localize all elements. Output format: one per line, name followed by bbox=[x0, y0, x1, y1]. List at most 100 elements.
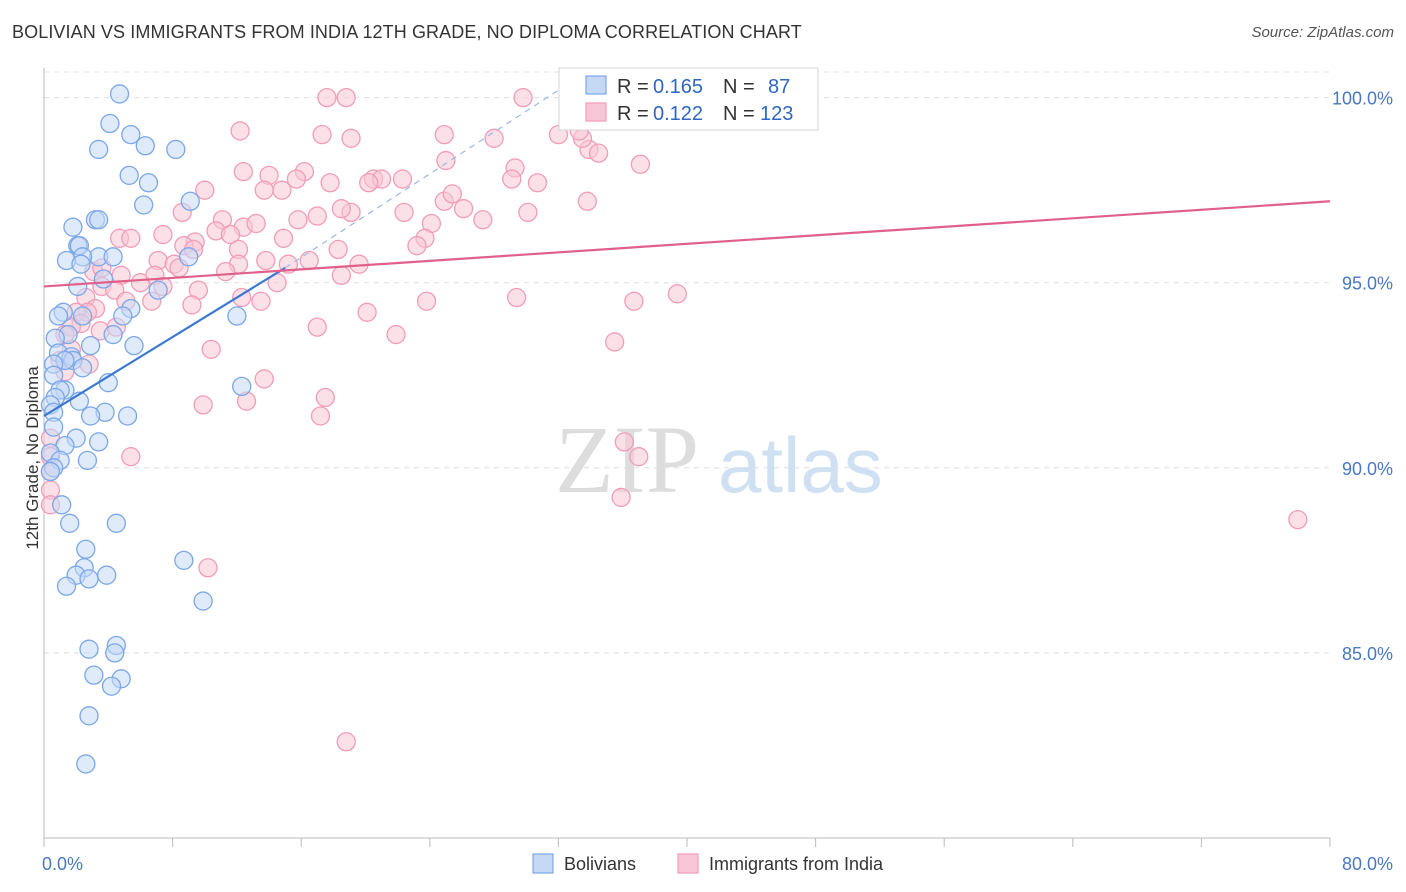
bolivian-point bbox=[119, 165, 139, 186]
bolivian-point bbox=[77, 450, 98, 471]
bolivian-point bbox=[76, 539, 96, 559]
india-point bbox=[220, 224, 241, 245]
legend-n-label-2: N = bbox=[723, 103, 755, 125]
india-point bbox=[307, 206, 327, 226]
bolivian-point bbox=[193, 591, 213, 611]
bottom-legend-swatch-india bbox=[677, 853, 699, 874]
bolivian-point bbox=[174, 550, 194, 571]
india-point bbox=[286, 169, 307, 189]
bolivian-point bbox=[84, 665, 104, 685]
india-point bbox=[272, 180, 292, 200]
india-point bbox=[312, 124, 332, 145]
bolivian-point bbox=[100, 113, 120, 134]
bolivian-points bbox=[40, 84, 252, 774]
india-point bbox=[230, 121, 250, 141]
bolivian-point bbox=[80, 406, 101, 426]
india-point bbox=[193, 395, 213, 415]
india-point bbox=[195, 180, 215, 200]
bolivian-point bbox=[71, 254, 91, 274]
india-point bbox=[453, 199, 474, 219]
legend-n-value-1: 87 bbox=[768, 76, 790, 98]
bolivian-point bbox=[106, 513, 126, 533]
stats-legend: R = 0.165 N = 87 R = 0.122 N = 123 bbox=[558, 67, 819, 131]
chart-title: BOLIVIAN VS IMMIGRANTS FROM INDIA 12TH G… bbox=[12, 22, 802, 42]
india-point bbox=[1288, 509, 1308, 530]
india-point bbox=[273, 228, 294, 248]
india-point bbox=[502, 169, 522, 189]
bolivian-point bbox=[79, 569, 99, 589]
india-point bbox=[629, 447, 649, 467]
bolivian-point bbox=[103, 324, 123, 345]
india-point bbox=[246, 213, 266, 234]
india-point bbox=[153, 224, 173, 245]
bolivian-point bbox=[80, 335, 101, 356]
grid-lines: 100.0% 95.0% 90.0% 85.0% bbox=[44, 71, 1393, 664]
source-label: Source: ZipAtlas.com bbox=[1251, 24, 1394, 41]
bolivian-point bbox=[43, 417, 64, 437]
india-point bbox=[442, 184, 462, 204]
india-point bbox=[182, 295, 202, 315]
bolivian-point bbox=[56, 576, 77, 596]
india-point bbox=[251, 291, 271, 311]
bolivian-point bbox=[76, 754, 96, 774]
india-point bbox=[392, 169, 413, 189]
india-point bbox=[328, 239, 348, 260]
india-point bbox=[527, 173, 548, 193]
india-point bbox=[310, 406, 331, 426]
series-legend: Bolivians Immigrants from India bbox=[532, 853, 884, 874]
bolivian-point bbox=[103, 247, 123, 267]
bolivian-point bbox=[97, 565, 117, 585]
bolivian-point bbox=[179, 247, 199, 267]
india-point bbox=[416, 291, 437, 311]
india-point bbox=[331, 265, 352, 285]
legend-swatch-bolivians bbox=[585, 75, 607, 95]
india-point bbox=[256, 250, 276, 271]
y-tick-label: 90.0% bbox=[1342, 459, 1393, 479]
bolivian-point bbox=[232, 376, 252, 397]
bottom-legend-label-bolivians: Bolivians bbox=[564, 854, 636, 874]
legend-n-value-2: 123 bbox=[760, 103, 793, 125]
bolivian-point bbox=[89, 432, 109, 452]
legend-r-value-1: 0.165 bbox=[653, 76, 703, 98]
y-tick-label: 100.0% bbox=[1332, 89, 1393, 109]
bolivian-point bbox=[180, 191, 200, 211]
legend-r-label-2: R = bbox=[617, 103, 649, 125]
bolivian-point bbox=[109, 84, 130, 104]
legend-n-label-1: N = bbox=[723, 76, 755, 98]
india-point bbox=[484, 128, 504, 148]
trend-lines bbox=[43, 89, 1331, 417]
india-point bbox=[624, 291, 644, 311]
india-point bbox=[473, 210, 493, 230]
india-point bbox=[577, 191, 597, 211]
india-point bbox=[299, 250, 319, 271]
bolivian-point bbox=[117, 406, 138, 426]
india-point bbox=[336, 87, 356, 108]
india-point bbox=[386, 324, 406, 345]
bolivian-point bbox=[63, 217, 83, 237]
bolivian-point bbox=[79, 706, 99, 726]
india-point bbox=[201, 339, 221, 359]
india-point bbox=[254, 180, 274, 200]
bolivian-point bbox=[48, 306, 69, 326]
india-point bbox=[506, 287, 527, 308]
bolivian-point bbox=[134, 195, 154, 215]
bolivian-point bbox=[227, 306, 247, 326]
india-point bbox=[667, 284, 688, 304]
india-point bbox=[341, 128, 361, 148]
bolivian-point bbox=[72, 306, 93, 326]
india-point bbox=[518, 202, 538, 223]
bolivian-point bbox=[121, 124, 141, 145]
watermark-atlas: atlas bbox=[718, 421, 883, 509]
bolivian-point bbox=[148, 280, 168, 300]
india-point bbox=[254, 369, 274, 389]
bottom-legend-swatch-bolivians bbox=[532, 853, 554, 874]
bolivian-point bbox=[40, 461, 61, 482]
india-point bbox=[394, 202, 414, 223]
bolivian-point bbox=[60, 513, 80, 533]
legend-swatch-india bbox=[585, 102, 607, 122]
india-point bbox=[320, 173, 340, 193]
bolivian-point bbox=[68, 276, 88, 297]
y-tick-label: 95.0% bbox=[1342, 274, 1393, 294]
bolivian-point bbox=[93, 269, 114, 289]
